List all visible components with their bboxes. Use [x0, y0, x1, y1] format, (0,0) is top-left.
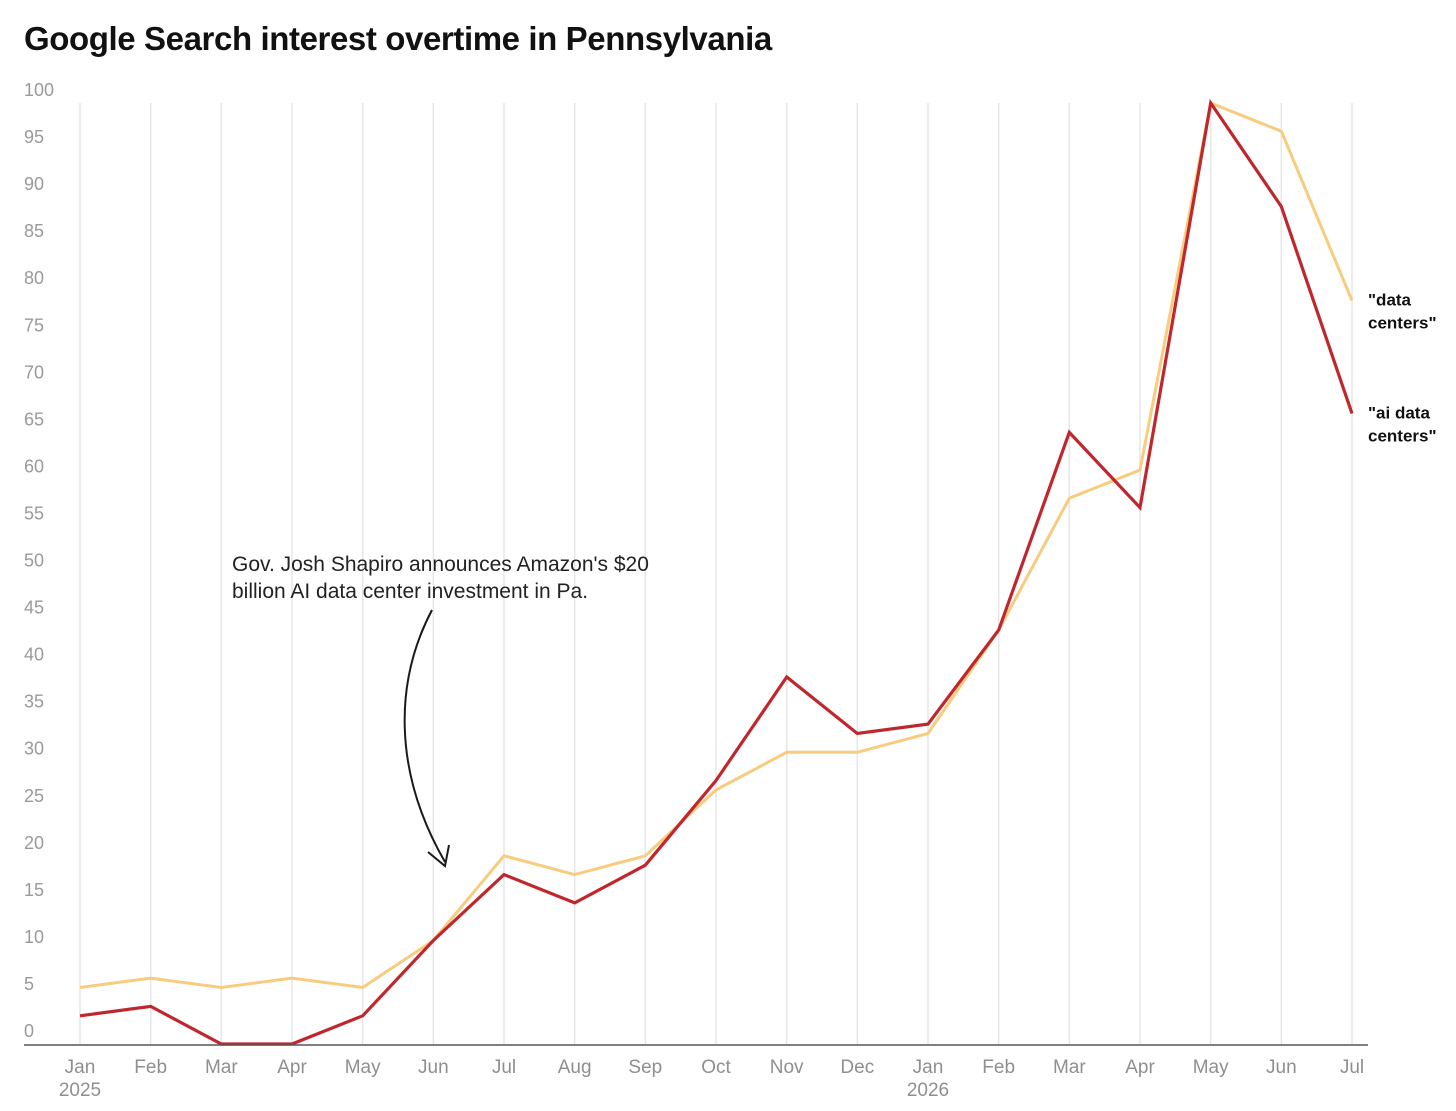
x-tick-label: Jan: [65, 1057, 96, 1078]
x-tick-label: Jul: [492, 1057, 516, 1078]
series-end-label: "ai data centers": [1368, 404, 1437, 446]
y-tick-label: 10: [24, 927, 44, 947]
y-tick-label: 15: [24, 880, 44, 900]
x-tick-label: Jun: [418, 1057, 449, 1078]
series-end-label-line: "ai data: [1368, 404, 1430, 423]
y-tick-label: 90: [24, 174, 44, 194]
y-tick-label: 5: [24, 974, 34, 994]
y-tick-label: 45: [24, 598, 44, 618]
x-tick-label: Dec: [840, 1057, 874, 1078]
grid-lines: [79, 103, 1353, 1044]
x-tick-label: Feb: [982, 1057, 1015, 1078]
x-year-label: 2026: [907, 1080, 949, 1101]
x-tick-label: Sep: [628, 1057, 662, 1078]
x-tick-label: Jun: [1266, 1057, 1297, 1078]
x-tick-label: Jan: [913, 1057, 944, 1078]
y-tick-label: 25: [24, 786, 44, 806]
series-end-label-line: centers": [1368, 427, 1437, 446]
series-line-data-centers: [79, 100, 1354, 990]
x-tick-label: Aug: [558, 1057, 592, 1078]
x-tick-label: Mar: [205, 1057, 238, 1078]
y-tick-label: 50: [24, 551, 44, 571]
y-tick-label: 30: [24, 739, 44, 759]
series-end-label-line: "data: [1368, 291, 1412, 310]
y-axis-ticks: 0 5 10 15 20 25 30 35 40 45 50 55 60 65 70 75 80 85 90 95 10…: [24, 80, 54, 1041]
chart-title: Google Search interest overtime in Penns…: [24, 20, 772, 57]
x-tick-label: Oct: [701, 1057, 731, 1078]
y-tick-label: 55: [24, 503, 44, 523]
annotation-text: Gov. Josh Shapiro announces Amazon's $20…: [232, 553, 655, 603]
series-lines: [79, 98, 1354, 1046]
x-tick-label: May: [345, 1057, 381, 1078]
y-tick-label: 100: [24, 80, 54, 100]
y-tick-label: 65: [24, 409, 44, 429]
y-tick-label: 20: [24, 833, 44, 853]
x-tick-label: Jul: [1340, 1057, 1364, 1078]
annotation-line-2: billion AI data center investment in Pa.: [232, 580, 588, 603]
y-tick-label: 80: [24, 268, 44, 288]
y-tick-label: 85: [24, 221, 44, 241]
x-tick-label: Mar: [1053, 1057, 1086, 1078]
annotation-arrowhead: [427, 844, 450, 868]
annotation-arrow: [403, 609, 446, 863]
y-tick-label: 75: [24, 315, 44, 335]
series-end-label-line: centers": [1368, 314, 1437, 333]
series-line-ai-data-centers: [79, 98, 1354, 1046]
x-tick-label: Apr: [277, 1057, 307, 1078]
series-labels: "data centers" "ai data centers": [1368, 291, 1437, 446]
annotation: Gov. Josh Shapiro announces Amazon's $20…: [232, 553, 655, 868]
x-tick-label: Feb: [134, 1057, 167, 1078]
x-tick-label: Apr: [1125, 1057, 1155, 1078]
y-tick-label: 95: [24, 127, 44, 147]
y-tick-label: 60: [24, 456, 44, 476]
series-end-label: "data centers": [1368, 291, 1437, 333]
x-year-label: 2025: [59, 1080, 101, 1101]
y-tick-label: 35: [24, 692, 44, 712]
annotation-line-1: Gov. Josh Shapiro announces Amazon's $20: [232, 553, 649, 576]
y-tick-label: 40: [24, 645, 44, 665]
y-tick-label: 70: [24, 362, 44, 382]
x-tick-label: May: [1193, 1057, 1229, 1078]
y-tick-label: 0: [24, 1021, 34, 1041]
x-tick-label: Nov: [770, 1057, 804, 1078]
